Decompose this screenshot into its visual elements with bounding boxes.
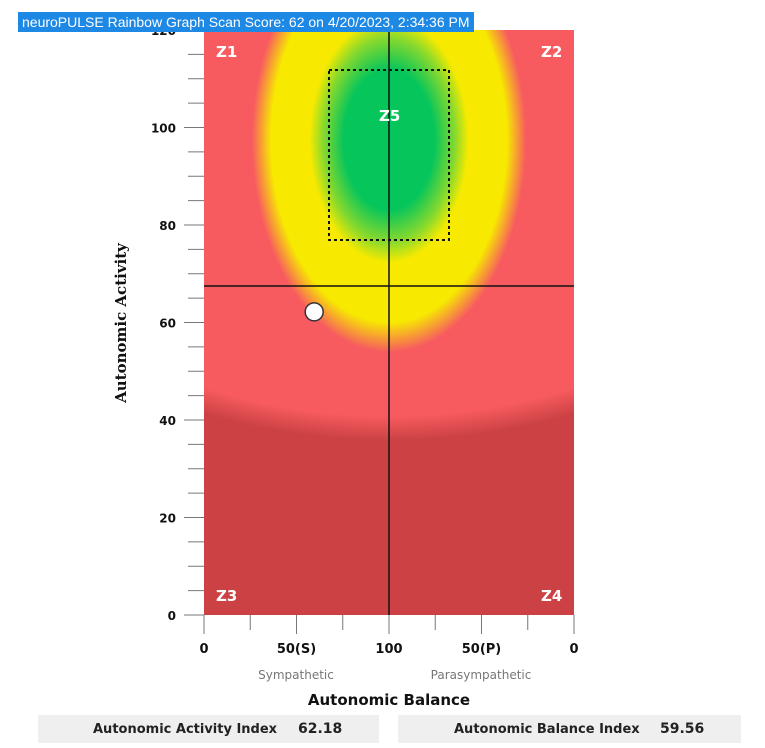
y-tick-label: 60	[159, 317, 176, 331]
activity-index-panel: Autonomic Activity Index 62.18	[38, 715, 379, 743]
x-tick-label: 0	[569, 642, 578, 657]
zone-label-z2: Z2	[541, 43, 562, 61]
y-tick-label: 0	[168, 609, 176, 623]
y-tick-label: 80	[159, 219, 176, 233]
zone-label-z3: Z3	[216, 587, 237, 605]
activity-index-value: 62.18	[298, 721, 343, 737]
x-subtitle-parasympathetic: Parasympathetic	[431, 668, 532, 682]
balance-index-label: Autonomic Balance Index	[454, 722, 640, 737]
balance-index-value: 59.56	[660, 721, 705, 737]
x-tick-label: 50(S)	[277, 642, 316, 657]
x-axis: 0 50(S) 100 50(P) 0	[199, 615, 579, 657]
y-tick-label: 40	[159, 414, 176, 428]
x-tick-label: 50(P)	[462, 642, 502, 657]
plot-area	[204, 30, 574, 615]
y-tick-label: 20	[159, 512, 176, 526]
y-tick-label: 100	[151, 122, 176, 136]
y-axis-title: Autonomic Activity	[112, 242, 130, 404]
balance-index-panel: Autonomic Balance Index 59.56	[398, 715, 741, 743]
zone-label-z4: Z4	[541, 587, 562, 605]
x-tick-label: 0	[199, 642, 208, 657]
score-point	[304, 302, 324, 322]
activity-index-label: Autonomic Activity Index	[93, 722, 278, 737]
y-axis: 020406080100120	[151, 24, 204, 623]
zone-label-z1: Z1	[216, 43, 237, 61]
x-subtitle-sympathetic: Sympathetic	[258, 668, 334, 682]
x-axis-title: Autonomic Balance	[308, 691, 470, 709]
x-tick-label: 100	[375, 642, 402, 657]
page-title: neuroPULSE Rainbow Graph Scan Score: 62 …	[18, 12, 474, 32]
zone-label-z5: Z5	[379, 107, 400, 125]
